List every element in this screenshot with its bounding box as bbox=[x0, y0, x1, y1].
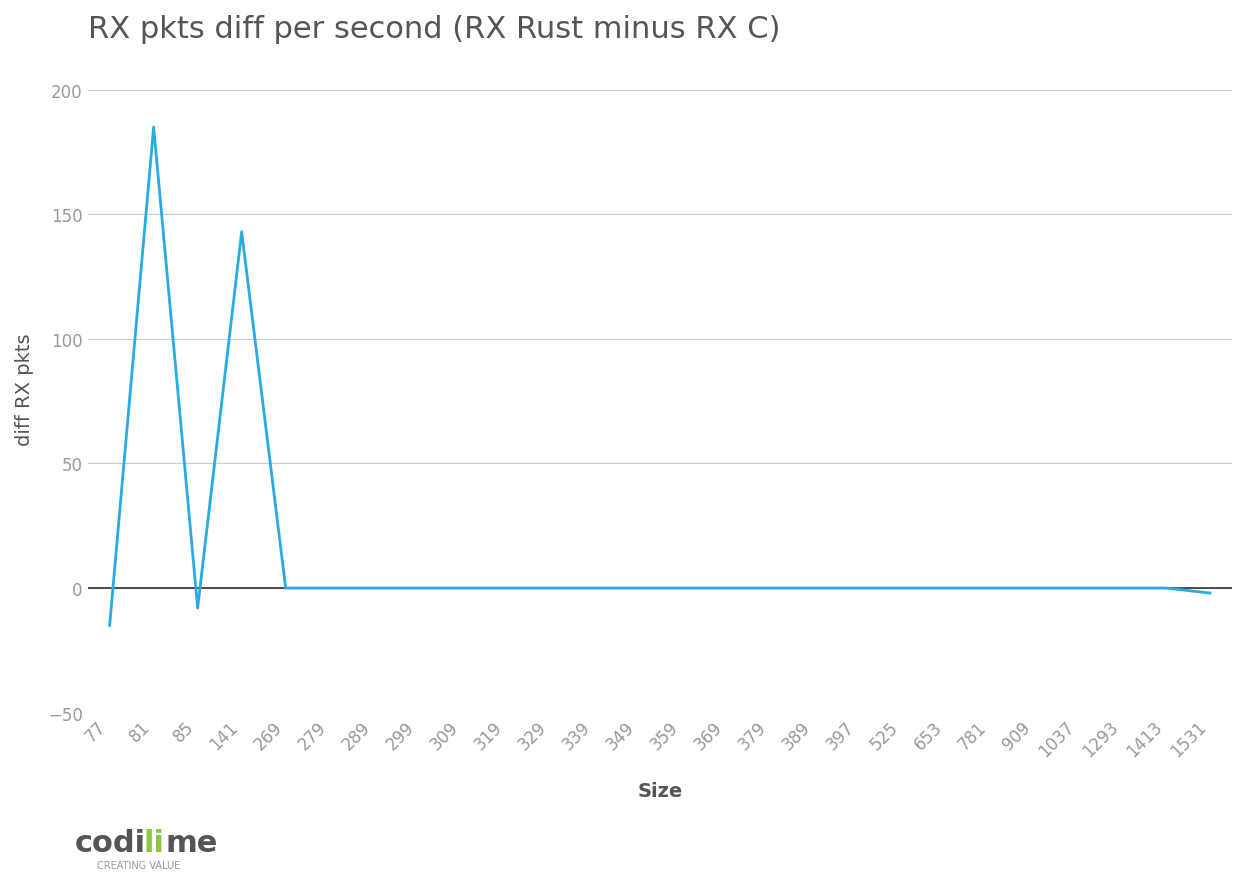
Y-axis label: diff RX pkts: diff RX pkts bbox=[15, 333, 34, 446]
Text: li: li bbox=[143, 828, 165, 857]
Text: CREATING VALUE: CREATING VALUE bbox=[97, 860, 181, 870]
Text: me: me bbox=[166, 828, 218, 857]
Text: codi: codi bbox=[75, 828, 146, 857]
X-axis label: Size: Size bbox=[637, 781, 682, 800]
Text: RX pkts diff per second (RX Rust minus RX C): RX pkts diff per second (RX Rust minus R… bbox=[87, 15, 781, 44]
